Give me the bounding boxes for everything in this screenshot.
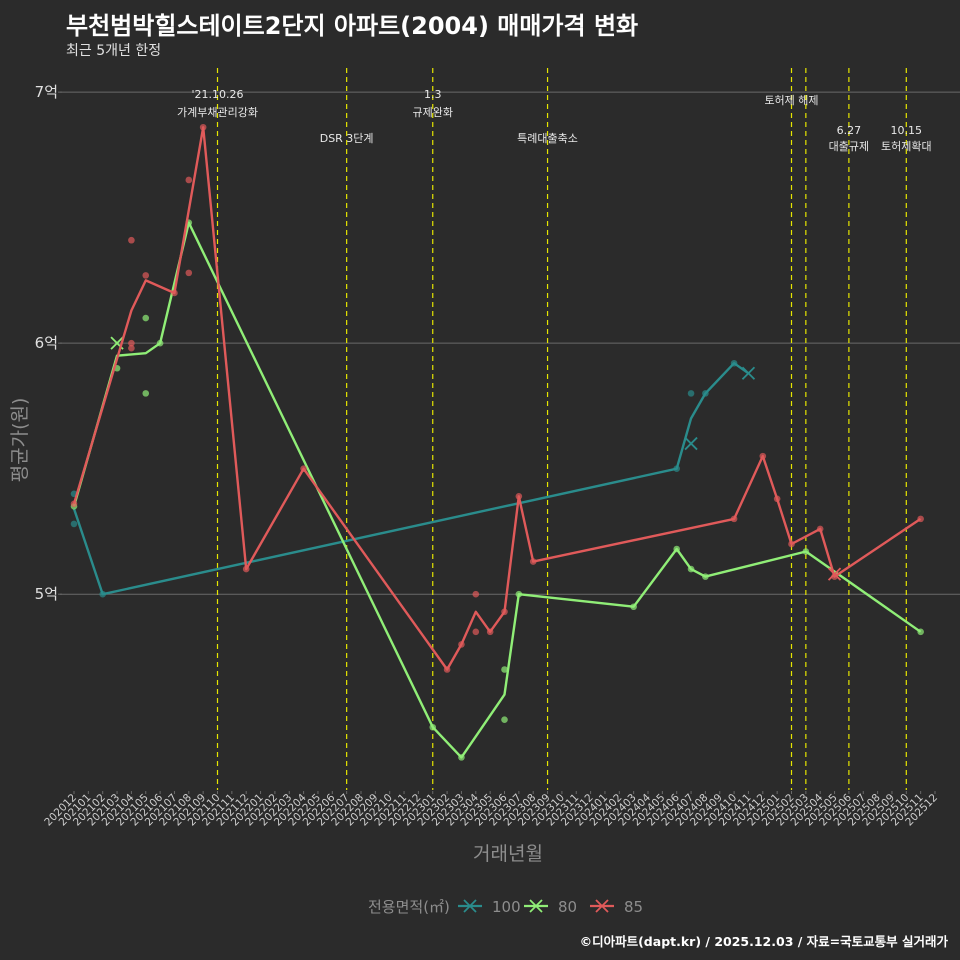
data-point-80	[142, 390, 150, 397]
data-point-80	[687, 565, 695, 573]
policy-annotation: 토허제확대	[881, 140, 932, 153]
cross-stroke	[110, 336, 124, 350]
data-point-80	[673, 545, 680, 553]
data-point-85	[171, 289, 178, 297]
data-point-80	[630, 603, 637, 611]
data-point-85	[773, 495, 781, 503]
footer-credit: ©디아파트(dapt.kr) / 2025.12.03 / 자료=국토교통부 실…	[579, 934, 948, 949]
data-point-85	[142, 272, 150, 279]
data-point-80	[429, 723, 437, 731]
policy-annotation: 특례대출축소	[517, 132, 578, 145]
data-point-80	[142, 314, 150, 322]
data-point-85	[128, 344, 135, 352]
data-point-85	[501, 608, 508, 616]
legend: 전용면적(㎡) 100 80 85	[368, 898, 643, 916]
data-point-85	[917, 515, 924, 523]
data-point-80	[501, 666, 508, 673]
policy-annotation: 가계부채관리강화	[177, 106, 258, 119]
data-point-80	[702, 573, 709, 580]
data-point-80	[515, 590, 523, 598]
y-tick-label: 5억	[35, 585, 58, 603]
data-point-100	[730, 359, 738, 367]
data-cross-100	[684, 436, 698, 451]
legend-label-80: 80	[558, 898, 577, 916]
legend-key-cross	[463, 899, 477, 913]
policy-annotation: 토허제 해제	[764, 93, 818, 107]
data-point-85	[759, 452, 767, 460]
y-tick-label: 6억	[35, 334, 58, 352]
chart-subtitle: 최근 5개년 한정	[66, 43, 162, 59]
policy-annotation: 대출규제	[829, 140, 869, 153]
data-point-85	[70, 500, 78, 508]
data-point-85	[788, 540, 795, 548]
data-point-100	[70, 520, 78, 528]
series-line-85	[72, 126, 922, 671]
data-point-85	[472, 628, 480, 636]
legend-label-100: 100	[492, 898, 521, 916]
data-point-85	[185, 269, 193, 277]
chart-title: 부천범박힐스테이트2단지 아파트(2004) 매매가격 변화	[66, 12, 639, 40]
series-line-100	[72, 362, 750, 596]
data-point-85	[529, 558, 537, 565]
y-tick-label: 7억	[35, 83, 58, 101]
series-line-80	[72, 221, 922, 759]
data-cross-85	[827, 567, 842, 581]
data-point-85	[128, 339, 135, 347]
data-point-80	[156, 339, 164, 347]
cross-stroke	[827, 567, 842, 581]
data-cross-100	[741, 366, 756, 380]
data-point-85	[730, 515, 738, 523]
data-point-85	[300, 465, 307, 472]
data-point-85	[472, 590, 480, 598]
policy-annotation: DSR 3단계	[320, 132, 374, 145]
data-point-85	[242, 565, 250, 573]
data-point-100	[687, 390, 695, 397]
data-point-100	[99, 590, 106, 598]
cross-stroke	[741, 366, 756, 380]
data-point-85	[185, 176, 193, 184]
legend-key-cross	[529, 899, 543, 913]
policy-annotation: '21.10.26	[191, 88, 243, 101]
data-point-85	[128, 236, 135, 244]
data-point-80	[458, 754, 465, 761]
data-point-85	[486, 628, 494, 636]
data-point-85	[816, 525, 824, 533]
data-point-80	[802, 548, 810, 555]
data-point-100	[673, 465, 680, 472]
data-point-85	[443, 666, 451, 673]
legend-label-85: 85	[624, 898, 643, 916]
y-axis-title: 평균가(원)	[9, 398, 31, 483]
data-point-85	[458, 641, 465, 648]
x-axis-title: 거래년월	[473, 843, 543, 865]
data-point-80	[501, 716, 508, 724]
policy-annotation: 6.27	[837, 124, 862, 137]
legend-key-cross	[595, 899, 609, 913]
cross-stroke	[684, 436, 698, 451]
policy-annotation: 1.3	[424, 88, 442, 101]
data-point-85	[199, 123, 207, 131]
data-point-80	[917, 628, 924, 636]
policy-annotation: 규제완화	[413, 106, 453, 119]
data-point-85	[515, 492, 523, 500]
legend-title: 전용면적(㎡)	[368, 898, 450, 916]
policy-annotation: 10.15	[891, 124, 923, 137]
data-point-100	[702, 390, 709, 397]
